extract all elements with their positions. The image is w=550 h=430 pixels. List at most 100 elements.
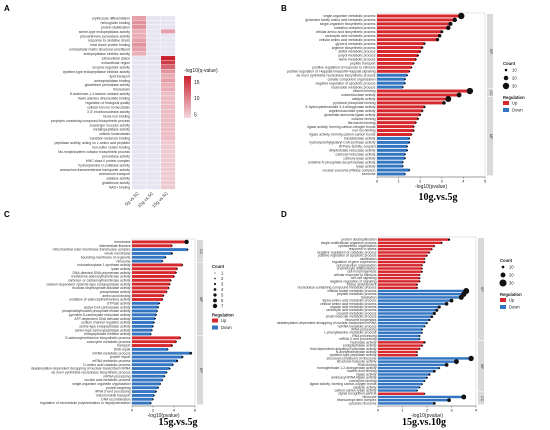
color-legend-label: Up — [509, 298, 515, 303]
bar — [378, 309, 437, 312]
heatmap-cell — [132, 109, 147, 114]
group-strip — [197, 240, 203, 263]
bar — [132, 255, 166, 259]
heatmap-cell — [146, 82, 161, 87]
bar — [378, 264, 423, 267]
count-point — [412, 129, 415, 132]
heatmap-cell — [146, 51, 161, 56]
count-point — [159, 383, 162, 385]
count-point — [447, 238, 451, 241]
bar — [378, 276, 420, 280]
x-tick-label: 2 — [419, 179, 422, 184]
bar — [378, 299, 452, 302]
bar — [132, 374, 165, 378]
count-point — [421, 264, 423, 267]
count-point — [176, 359, 179, 362]
count-point — [412, 62, 415, 65]
category-label: aminoacyl-tRNA ligase activity — [331, 376, 377, 380]
count-point — [181, 264, 184, 266]
count-point — [152, 325, 154, 328]
bar — [132, 347, 168, 351]
category-label: protein targeting — [106, 386, 131, 390]
category-label: positive regulation of I-kappaB kinase/N… — [287, 69, 376, 73]
category-label: glutamate-ammonia ligase activity — [324, 113, 375, 117]
bar — [377, 136, 410, 140]
group-strip — [197, 263, 203, 336]
count-point — [406, 145, 409, 148]
category-label: methionine adenosyltransferase activity — [71, 275, 131, 279]
bar — [378, 254, 427, 257]
category-label: bounding membrane of organelle — [81, 255, 131, 259]
category-label: serine-type endopeptidase activity — [79, 324, 131, 328]
category-label: de novo' pyrimidine nucleobase biosynthe… — [296, 73, 375, 77]
count-point — [153, 321, 155, 324]
bar — [378, 347, 420, 351]
row-label: MHC class II protein complex — [86, 159, 130, 163]
count-point — [423, 380, 426, 382]
heatmap-cell — [132, 38, 147, 43]
heatmap-cell — [161, 167, 176, 172]
bar — [377, 156, 406, 160]
count-point — [155, 390, 157, 393]
bar — [378, 325, 425, 328]
count-point — [170, 279, 172, 282]
bar — [132, 259, 163, 263]
bar — [377, 85, 403, 89]
heatmap-cell — [146, 56, 161, 61]
category-label: coenzyme metabolic process — [87, 340, 131, 344]
heatmap-cell — [161, 149, 176, 154]
size-legend-label: 30 — [509, 281, 514, 286]
category-label: negative regulation of signaling — [330, 279, 377, 283]
heatmap-cell — [132, 127, 147, 132]
category-label: alpha-amino acid metabolic process — [322, 299, 376, 303]
category-label: de novo' pyrimidine nucleobase biosynthe… — [51, 371, 130, 375]
count-point — [406, 149, 409, 152]
count-point — [165, 291, 168, 293]
heatmap-cell — [132, 87, 147, 92]
heatmap-cell — [132, 42, 147, 47]
heatmap-cell — [146, 118, 161, 123]
bar — [132, 274, 174, 278]
count-point — [421, 383, 423, 385]
color-legend-label: Down — [221, 325, 232, 330]
category-label: thiol-dependent ubiquitinyl hydrolase ac… — [310, 347, 377, 351]
bar — [378, 321, 427, 325]
bar — [378, 354, 418, 357]
size-legend-label: 10 — [512, 68, 517, 73]
bar — [377, 160, 403, 164]
row-label: endopeptidase inhibitor activity — [84, 52, 131, 56]
count-point — [170, 252, 173, 255]
count-point — [421, 109, 424, 112]
bar — [378, 251, 430, 254]
category-label: mitochondrial transport — [96, 394, 131, 398]
count-point — [408, 70, 411, 73]
bar — [132, 248, 188, 252]
category-label: cofactor binding — [352, 117, 376, 121]
row-label: cellular homeostasis — [99, 132, 130, 136]
count-point — [421, 267, 423, 270]
count-point — [408, 137, 411, 140]
heatmap-cell — [161, 158, 176, 163]
category-label: response to stress — [349, 247, 377, 251]
legend-tick: 10 — [194, 96, 200, 102]
row-label: NAD+ binding — [109, 186, 130, 190]
count-point — [173, 275, 175, 278]
bar — [377, 89, 470, 93]
count-point — [449, 298, 454, 303]
category-label: iron ion binding — [353, 129, 376, 133]
heatmap-cell — [161, 69, 176, 74]
count-point — [435, 38, 440, 42]
count-point — [155, 314, 157, 316]
row-label: glutathione peroxidase activity — [85, 83, 131, 87]
heatmap-cell — [161, 180, 176, 185]
heatmap-cell — [146, 69, 161, 74]
category-label: polyol metabolic process — [338, 54, 375, 58]
count-point — [448, 21, 453, 26]
chart-title: 15g.vs.5g — [159, 417, 198, 428]
row-label: porphyrin-containing compound biosynthet… — [51, 119, 130, 123]
heatmap-cell — [132, 82, 147, 87]
count-point — [408, 141, 411, 144]
heatmap-cell — [161, 131, 176, 136]
heatmap-cell — [132, 64, 147, 69]
